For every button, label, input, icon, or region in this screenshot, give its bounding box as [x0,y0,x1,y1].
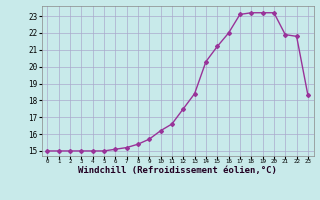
X-axis label: Windchill (Refroidissement éolien,°C): Windchill (Refroidissement éolien,°C) [78,166,277,175]
